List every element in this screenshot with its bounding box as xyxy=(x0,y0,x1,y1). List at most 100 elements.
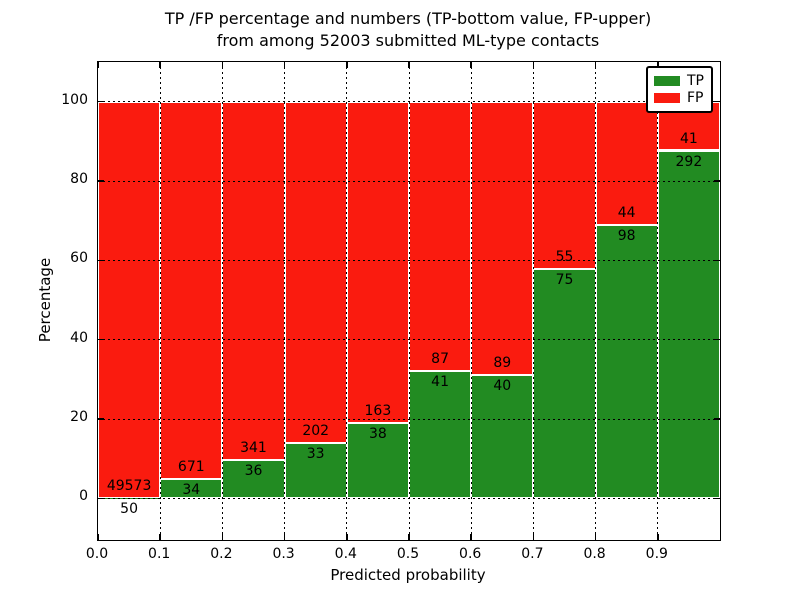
bar-fp-segment xyxy=(222,101,285,461)
tick-mark-x-bottom xyxy=(159,534,161,540)
tick-mark-x-top xyxy=(470,62,472,68)
tick-mark-x-top xyxy=(283,62,286,68)
tick-mark-x-bottom xyxy=(470,534,472,540)
x-tick-label: 0.6 xyxy=(459,546,482,562)
tick-mark-y-right xyxy=(714,338,720,341)
x-tick-label: 0.7 xyxy=(521,546,544,562)
x-tick-label: 0.3 xyxy=(272,546,295,562)
bar-fp-segment xyxy=(595,101,658,225)
tick-mark-y-left xyxy=(98,259,104,262)
legend: TP FP xyxy=(646,66,713,113)
tick-mark-x-bottom xyxy=(657,534,659,540)
bar-fp-segment xyxy=(471,101,534,376)
y-tick-label: 40 xyxy=(70,329,88,346)
tick-mark-x-bottom xyxy=(408,534,410,540)
bar-tp-segment xyxy=(284,442,347,499)
tp-count-label: 38 xyxy=(368,426,387,443)
fp-count-label: 671 xyxy=(177,459,205,476)
tp-count-label: 98 xyxy=(617,227,636,244)
tp-count-label: 292 xyxy=(675,153,703,170)
tick-mark-x-bottom xyxy=(221,534,224,540)
plot-area: 49573 50 671 34 341 36 202 33 163 38 87 41 89 40 55 75 4… xyxy=(97,61,721,541)
tick-mark-y-left xyxy=(98,180,104,182)
tick-mark-y-right xyxy=(714,259,720,262)
legend-label: FP xyxy=(687,89,704,106)
legend-entry: TP xyxy=(654,74,705,88)
tp-count-label: 36 xyxy=(244,463,263,480)
y-tick-label: 0 xyxy=(79,488,88,505)
x-tick-label: 0.9 xyxy=(645,546,668,562)
tick-mark-y-left xyxy=(98,418,104,420)
legend-swatch-fp-icon xyxy=(654,92,680,103)
chart-title-line1: TP /FP percentage and numbers (TP-bottom… xyxy=(164,9,652,28)
bar-tp-segment xyxy=(533,269,596,499)
tick-mark-x-top xyxy=(657,62,659,68)
bar-fp-segment xyxy=(346,101,409,424)
tick-mark-x-bottom xyxy=(283,534,286,540)
bar-tp-segment xyxy=(346,423,409,499)
gridline-vertical xyxy=(346,62,348,540)
x-tick-label: 0.4 xyxy=(334,546,357,562)
bar-tp-segment xyxy=(222,460,285,499)
gridline-horizontal xyxy=(98,339,720,341)
gridline-horizontal xyxy=(98,101,720,103)
tick-mark-x-bottom xyxy=(594,534,597,540)
tp-count-label: 50 xyxy=(120,500,138,517)
tick-mark-x-bottom xyxy=(532,534,535,540)
tick-mark-y-right xyxy=(714,100,720,103)
tick-mark-y-right xyxy=(714,497,720,500)
x-tick-label: 0.8 xyxy=(583,546,606,562)
gridline-horizontal xyxy=(98,497,720,499)
y-tick-label: 100 xyxy=(61,91,88,108)
gridline-vertical xyxy=(408,62,410,540)
legend-swatch-tp-icon xyxy=(654,76,680,87)
fp-count-label: 49573 xyxy=(106,477,152,494)
tick-mark-y-right xyxy=(714,418,720,420)
legend-label: TP xyxy=(687,73,704,90)
y-tick-label: 80 xyxy=(70,171,88,187)
gridline-vertical xyxy=(470,62,472,540)
tick-mark-y-left xyxy=(98,338,104,341)
x-tick-label: 0.0 xyxy=(85,546,109,562)
tick-mark-y-right xyxy=(714,180,720,182)
gridline-horizontal xyxy=(98,259,720,261)
tick-mark-x-top xyxy=(346,62,348,68)
fp-count-label: 44 xyxy=(617,204,636,221)
y-tick-label: 60 xyxy=(70,250,88,267)
x-tick-label: 0.5 xyxy=(396,546,420,562)
gridline-horizontal xyxy=(98,180,720,182)
fp-count-label: 163 xyxy=(364,403,392,420)
tick-mark-x-top xyxy=(408,62,410,68)
gridline-vertical xyxy=(284,62,286,540)
gridline-vertical xyxy=(532,62,534,540)
fp-count-label: 55 xyxy=(555,249,574,266)
legend-entry: FP xyxy=(654,91,705,105)
fp-count-label: 41 xyxy=(679,130,698,147)
tick-mark-x-top xyxy=(97,62,99,68)
x-axis-label: Predicted probability xyxy=(330,566,486,584)
tp-count-label: 34 xyxy=(182,482,201,499)
bar-tp-segment xyxy=(657,150,720,499)
bar-fp-segment xyxy=(284,101,347,443)
gridline-vertical xyxy=(657,62,659,540)
tp-count-label: 40 xyxy=(493,378,512,395)
bar-fp-segment xyxy=(533,101,596,270)
chart-title: TP /FP percentage and numbers (TP-bottom… xyxy=(97,8,719,52)
y-tick-label: 20 xyxy=(70,409,88,425)
fp-count-label: 341 xyxy=(240,440,267,457)
tick-mark-x-bottom xyxy=(346,534,348,540)
tick-mark-x-top xyxy=(221,62,224,68)
bar-tp-segment xyxy=(595,224,658,499)
chart-title-line2: from among 52003 submitted ML-type conta… xyxy=(216,31,600,50)
tp-count-label: 41 xyxy=(431,374,449,391)
tp-count-label: 33 xyxy=(306,445,325,462)
gridline-vertical xyxy=(595,62,597,540)
gridline-vertical xyxy=(159,62,161,540)
gridline-horizontal xyxy=(98,418,720,420)
bar-tp-segment xyxy=(160,479,223,499)
x-tick-label: 0.2 xyxy=(210,546,233,562)
bar-fp-segment xyxy=(98,101,161,498)
tick-mark-y-left xyxy=(98,100,104,103)
fp-count-label: 89 xyxy=(493,355,512,372)
